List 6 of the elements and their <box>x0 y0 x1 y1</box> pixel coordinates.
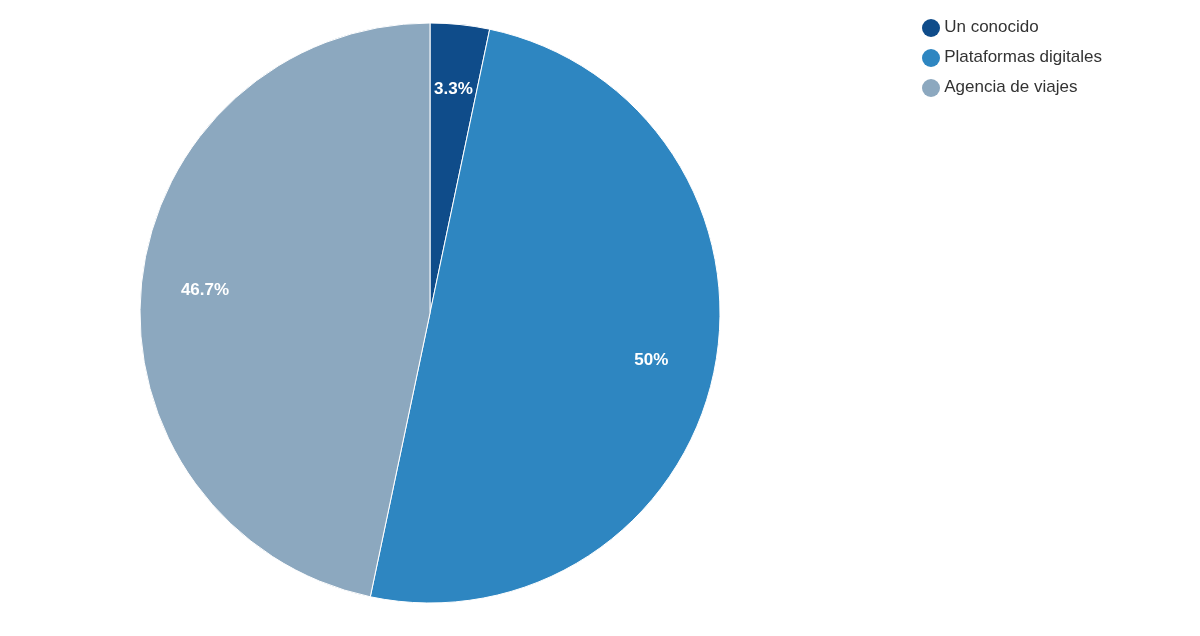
legend-label: Agencia de viajes <box>944 77 1078 96</box>
legend-label: Plataformas digitales <box>944 47 1102 66</box>
legend-label: Un conocido <box>944 17 1039 36</box>
data-label: 46.7% <box>180 280 230 300</box>
data-label: 3.3% <box>434 78 473 98</box>
data-label: 50% <box>634 350 669 370</box>
